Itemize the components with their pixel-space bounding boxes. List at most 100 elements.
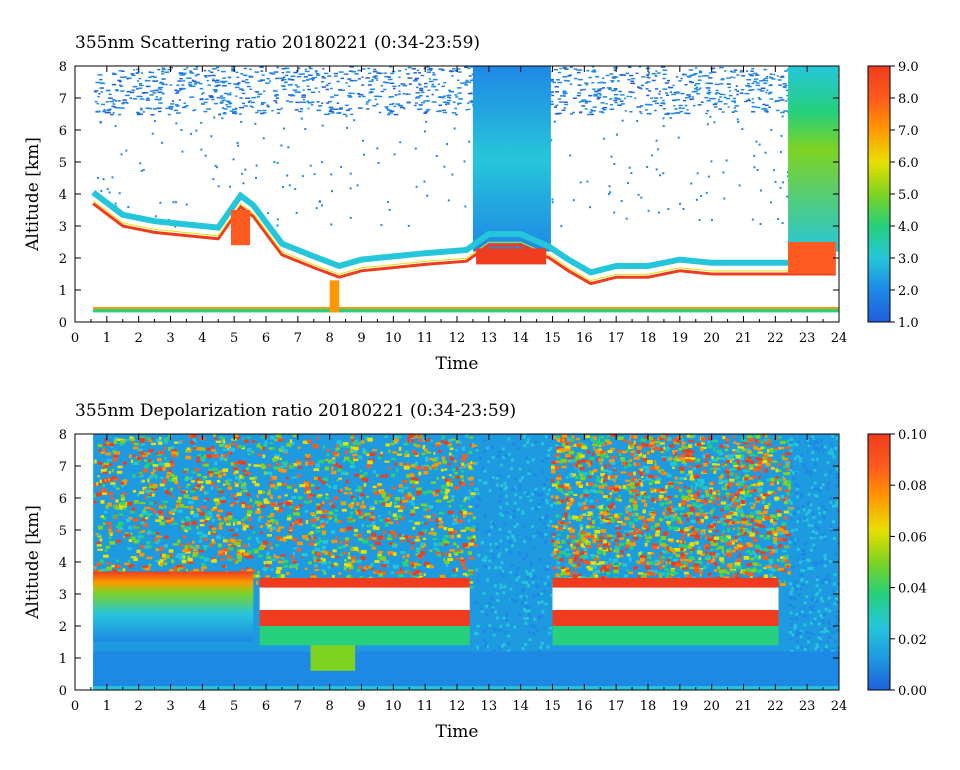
noise-pixel <box>331 504 336 509</box>
noise-pixel <box>115 506 120 510</box>
noise-pixel <box>122 568 126 572</box>
noise-pixel <box>187 555 191 560</box>
noise-pixel <box>102 471 108 474</box>
noise-pixel <box>234 560 239 564</box>
noise-pixel <box>173 441 180 444</box>
noise-pixel <box>253 476 258 480</box>
noise-pixel <box>179 87 183 90</box>
noise-pixel <box>95 81 100 84</box>
noise-pixel <box>299 504 303 507</box>
noise-pixel <box>413 72 417 74</box>
noise-pixel <box>438 521 443 525</box>
noise-pixel <box>715 92 719 94</box>
noise-pixel <box>392 87 396 90</box>
noise-pixel <box>266 105 270 108</box>
noise-pixel <box>591 70 596 73</box>
noise-pixel <box>430 481 436 484</box>
noise-pixel <box>198 549 204 553</box>
noise-pixel <box>651 449 655 453</box>
noise-pixel <box>337 89 342 91</box>
noise-pixel <box>144 496 147 500</box>
noise-pixel <box>620 456 625 461</box>
noise-pixel <box>637 574 641 579</box>
noise-pixel <box>773 73 776 76</box>
noise-pixel <box>762 506 766 511</box>
noise-pixel <box>683 446 688 449</box>
noise-pixel <box>340 501 345 506</box>
noise-pixel <box>338 572 342 575</box>
noise-pixel <box>659 104 663 107</box>
noise-pixel <box>669 500 672 504</box>
noise-pixel <box>317 105 323 107</box>
noise-pixel <box>118 527 124 531</box>
noise-pixel <box>425 120 428 123</box>
noise-pixel <box>330 96 335 98</box>
noise-pixel <box>136 549 141 553</box>
noise-pixel <box>343 73 348 75</box>
noise-pixel <box>447 500 452 503</box>
noise-pixel <box>159 97 163 99</box>
noise-pixel <box>326 520 329 524</box>
noise-pixel <box>410 439 414 443</box>
noise-pixel <box>371 79 374 81</box>
noise-pixel <box>424 111 428 113</box>
noise-pixel <box>109 541 116 545</box>
noise-pixel <box>724 495 729 498</box>
noise-pixel <box>352 453 358 457</box>
noise-pixel <box>413 453 417 457</box>
noise-pixel <box>562 91 566 94</box>
noise-pixel <box>251 96 257 99</box>
noise-pixel <box>697 507 701 511</box>
noise-pixel <box>769 83 773 86</box>
noise-pixel <box>227 101 231 103</box>
noise-pixel <box>459 511 463 514</box>
noise-pixel <box>609 191 612 194</box>
noise-pixel <box>780 494 785 499</box>
noise-pixel <box>628 556 632 559</box>
noise-pixel <box>599 111 604 113</box>
noise-pixel <box>736 490 742 494</box>
noise-pixel <box>444 560 450 564</box>
noise-pixel <box>224 444 231 449</box>
noise-pixel <box>727 106 730 108</box>
noise-pixel <box>270 518 275 523</box>
x-tick-label: 8 <box>326 331 334 346</box>
noise-pixel <box>674 480 679 484</box>
noise-pixel <box>558 499 565 503</box>
noise-pixel <box>705 82 710 85</box>
noise-pixel <box>452 574 458 577</box>
noise-pixel <box>164 71 170 73</box>
noise-pixel <box>153 474 158 477</box>
noise-pixel <box>559 67 562 70</box>
noise-pixel <box>321 545 326 550</box>
noise-pixel <box>261 465 266 470</box>
noise-pixel <box>446 143 449 146</box>
noise-pixel <box>398 76 401 79</box>
noise-pixel <box>260 79 266 81</box>
noise-pixel <box>365 103 369 105</box>
noise-pixel <box>298 67 301 70</box>
noise-pixel <box>151 493 155 497</box>
noise-pixel <box>107 478 111 482</box>
noise-pixel <box>338 477 342 480</box>
noise-pixel <box>704 490 709 494</box>
noise-pixel <box>782 85 787 88</box>
noise-pixel <box>379 519 384 522</box>
noise-pixel <box>382 495 386 499</box>
noise-pixel <box>712 467 719 471</box>
noise-pixel <box>175 504 179 509</box>
noise-pixel <box>336 440 342 445</box>
noise-pixel <box>596 538 603 542</box>
noise-pixel <box>550 139 553 142</box>
noise-pixel <box>131 507 136 511</box>
noise-pixel <box>259 544 266 548</box>
noise-pixel <box>715 463 720 466</box>
noise-pixel <box>620 94 625 96</box>
noise-pixel <box>179 72 183 75</box>
noise-pixel <box>562 67 566 69</box>
noise-pixel <box>424 86 428 88</box>
noise-pixel <box>672 451 677 456</box>
noise-pixel <box>322 500 325 505</box>
noise-pixel <box>264 564 271 568</box>
noise-pixel <box>146 452 151 455</box>
